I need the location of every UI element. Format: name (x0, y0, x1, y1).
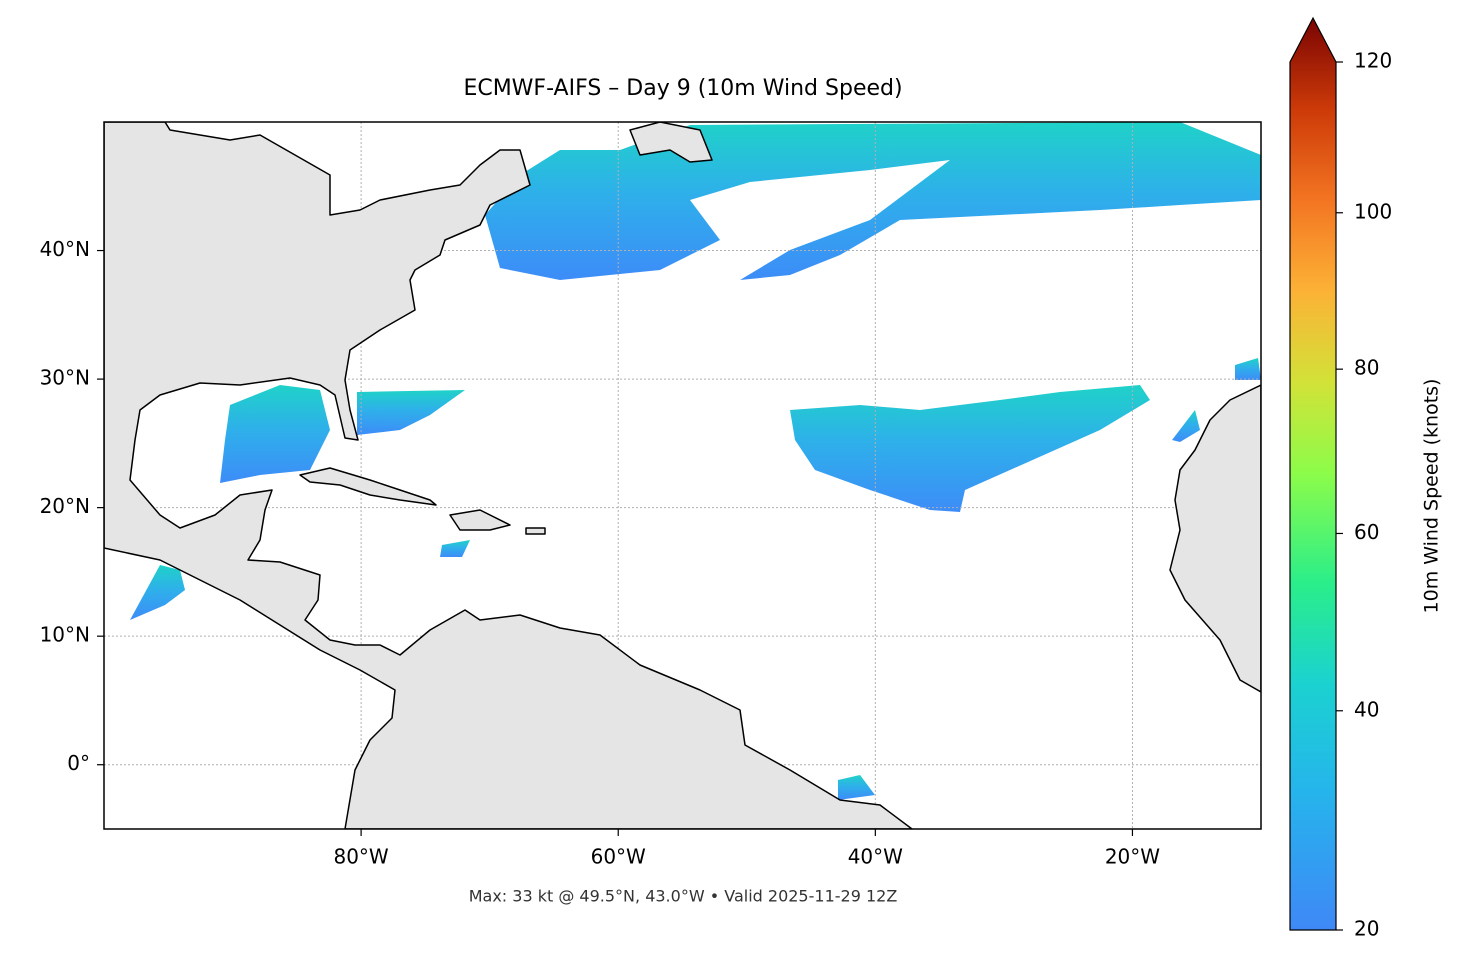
x-tick-label: 20°W (1105, 845, 1160, 869)
newfoundland (629, 122, 713, 163)
y-tick-label: 10°N (40, 623, 90, 647)
colorbar-tick-label: 80 (1354, 356, 1379, 380)
wind-area (790, 385, 1150, 512)
y-tick-label: 30°N (40, 366, 90, 390)
annotation: Max: 33 kt @ 49.5°N, 43.0°W • Valid 2025… (469, 887, 898, 906)
wind-area (485, 122, 1261, 280)
land (104, 122, 1261, 829)
colorbar-bar (1289, 16, 1337, 931)
wind-area (838, 775, 875, 800)
hispaniola (449, 509, 511, 531)
plot-frame (103, 121, 1262, 830)
puerto-rico (525, 527, 546, 535)
wind-area (357, 390, 465, 435)
wind-area (1235, 358, 1261, 380)
y-tick-label: 0° (67, 751, 90, 775)
y-tick-label: 40°N (40, 237, 90, 261)
colorbar-tick-label: 20 (1354, 917, 1379, 941)
americas (104, 122, 913, 829)
chart-title: ECMWF-AIFS – Day 9 (10m Wind Speed) (463, 76, 902, 101)
colorbar-tick-label: 120 (1354, 49, 1392, 73)
colorbar-tick-label: 100 (1354, 199, 1392, 223)
wind-area (440, 540, 470, 557)
africa (1169, 384, 1261, 693)
x-tick-label: 40°W (848, 845, 903, 869)
colorbar-label: 10m Wind Speed (knots) (1421, 379, 1443, 614)
colorbar: 10m Wind Speed (knots) 20 40 60 80 100 120 (1289, 16, 1443, 941)
y-tick-label: 20°N (40, 494, 90, 518)
x-tick-label: 60°W (591, 845, 646, 869)
colorbar-tick-label: 40 (1354, 697, 1379, 721)
cuba (299, 467, 437, 506)
wind-area (130, 565, 185, 620)
wind-area (1172, 410, 1200, 442)
wind-field (130, 122, 1261, 800)
colorbar-tick-label: 60 (1354, 520, 1379, 544)
wind-area (220, 385, 330, 483)
map-area (104, 122, 1261, 829)
x-tick-label: 80°W (333, 845, 388, 869)
